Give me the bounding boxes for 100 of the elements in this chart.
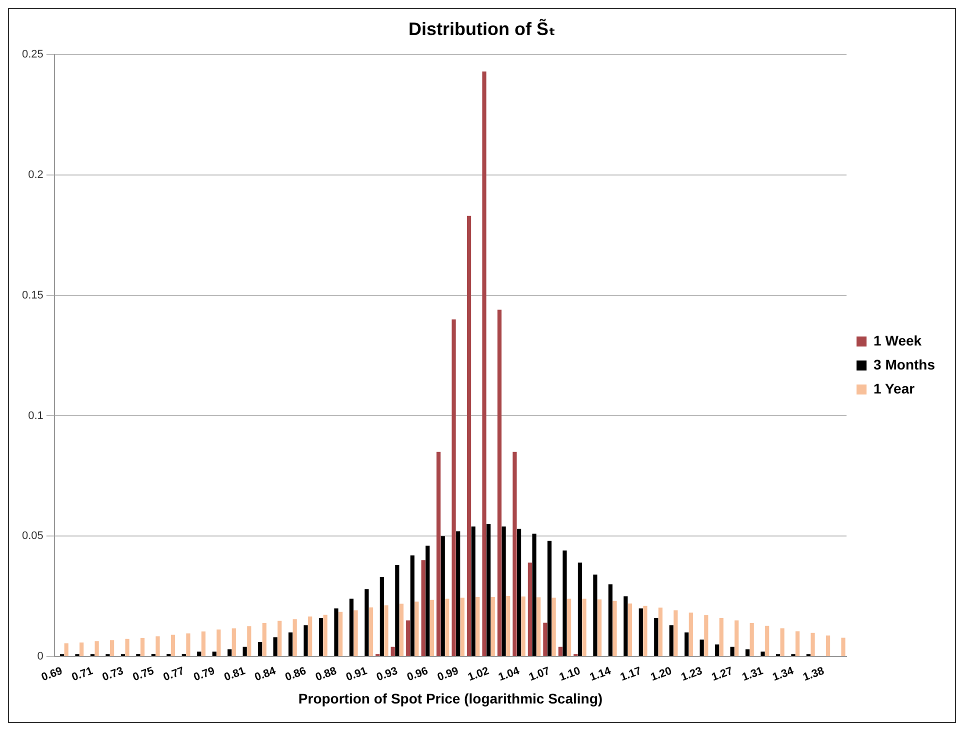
bar bbox=[547, 540, 552, 656]
bar bbox=[476, 597, 480, 656]
bar bbox=[597, 599, 602, 656]
bar bbox=[466, 216, 472, 656]
bar bbox=[490, 597, 495, 656]
x-tick-label: 0.96 bbox=[405, 665, 430, 684]
bar bbox=[624, 596, 628, 656]
bar bbox=[440, 536, 445, 656]
bar bbox=[212, 652, 216, 656]
x-tick-label: 1.10 bbox=[558, 665, 582, 684]
bar bbox=[810, 632, 815, 656]
bar bbox=[426, 546, 430, 656]
x-tick-label: 0.71 bbox=[70, 665, 95, 684]
bar bbox=[323, 614, 328, 656]
bar bbox=[532, 534, 536, 656]
bar bbox=[543, 622, 548, 656]
bar bbox=[232, 628, 236, 656]
bar bbox=[258, 642, 262, 656]
x-tick-label: 0.91 bbox=[344, 665, 369, 684]
x-tick-label: 0.77 bbox=[162, 665, 186, 684]
bar bbox=[278, 620, 282, 656]
bar bbox=[516, 528, 522, 656]
bar bbox=[445, 598, 450, 656]
bar bbox=[110, 640, 114, 656]
bar bbox=[674, 610, 678, 656]
x-tick-label: 1.02 bbox=[466, 665, 491, 684]
x-tick-label: 0.88 bbox=[314, 665, 338, 684]
bar bbox=[715, 644, 720, 656]
bar bbox=[562, 550, 567, 656]
bar bbox=[558, 646, 562, 656]
bar bbox=[390, 646, 395, 656]
bar bbox=[486, 524, 491, 656]
bar bbox=[654, 618, 658, 656]
bar bbox=[186, 633, 190, 656]
bar bbox=[734, 620, 739, 656]
bar bbox=[354, 610, 358, 656]
bar bbox=[452, 319, 456, 656]
bar bbox=[760, 652, 765, 656]
bar bbox=[628, 604, 632, 656]
bar bbox=[638, 608, 643, 656]
bar bbox=[242, 646, 247, 656]
x-tick-label: 1.27 bbox=[710, 665, 734, 684]
bar bbox=[780, 628, 784, 656]
x-tick-label: 1.20 bbox=[649, 665, 674, 684]
bar bbox=[380, 577, 384, 656]
bar bbox=[700, 640, 704, 656]
x-tick-label: 1.07 bbox=[527, 665, 552, 684]
bar bbox=[578, 562, 582, 656]
bar bbox=[460, 598, 464, 656]
y-tick-label: 0.15 bbox=[22, 289, 44, 302]
bar bbox=[228, 649, 232, 656]
bar bbox=[406, 620, 410, 656]
bar bbox=[338, 612, 343, 656]
bar bbox=[750, 623, 754, 656]
bar bbox=[658, 608, 663, 656]
bar bbox=[497, 310, 502, 656]
bar bbox=[140, 638, 145, 656]
bar bbox=[567, 598, 572, 656]
bar bbox=[395, 564, 400, 656]
x-tick-label: 1.17 bbox=[618, 665, 643, 684]
bar bbox=[684, 632, 689, 656]
bar bbox=[704, 615, 708, 656]
bar bbox=[482, 71, 486, 656]
bar bbox=[80, 642, 84, 656]
bar bbox=[421, 560, 426, 656]
bar bbox=[384, 605, 388, 656]
bar bbox=[216, 630, 221, 656]
bar bbox=[765, 626, 770, 656]
bar bbox=[536, 597, 541, 656]
bar bbox=[399, 604, 404, 656]
chart-title: Distribution of S̃ₜ bbox=[408, 18, 556, 39]
bar bbox=[304, 625, 308, 656]
bar bbox=[247, 626, 252, 656]
legend-label: 3 Months bbox=[874, 356, 936, 372]
bar bbox=[64, 643, 68, 656]
bar bbox=[436, 452, 441, 656]
x-tick-label: 0.73 bbox=[100, 665, 126, 684]
bar bbox=[292, 619, 297, 656]
bar bbox=[125, 638, 130, 656]
bar bbox=[456, 531, 460, 656]
bar bbox=[334, 608, 338, 656]
bar bbox=[612, 600, 617, 656]
x-tick-label: 0.75 bbox=[131, 665, 156, 684]
bar bbox=[156, 636, 160, 656]
bar bbox=[262, 623, 266, 656]
bar bbox=[364, 589, 369, 656]
bar bbox=[643, 606, 648, 656]
y-tick-label: 0.2 bbox=[28, 169, 44, 182]
bar bbox=[502, 526, 506, 656]
bar bbox=[841, 638, 846, 656]
bar bbox=[414, 602, 419, 656]
bar bbox=[94, 641, 99, 656]
x-tick-label: 0.84 bbox=[253, 664, 278, 684]
bar bbox=[688, 612, 693, 656]
bar bbox=[826, 636, 830, 656]
bar bbox=[273, 637, 278, 656]
x-tick-label: 0.79 bbox=[192, 665, 216, 684]
bar bbox=[528, 562, 532, 656]
bar bbox=[201, 631, 206, 656]
x-tick-label: 1.23 bbox=[680, 665, 704, 684]
